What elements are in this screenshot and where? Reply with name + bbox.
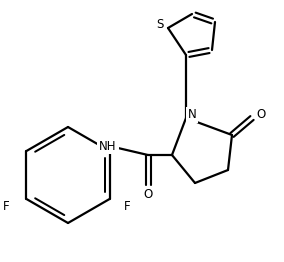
Text: N: N xyxy=(188,108,196,122)
Text: S: S xyxy=(156,19,164,31)
Text: NH: NH xyxy=(99,139,117,152)
Text: F: F xyxy=(124,200,131,214)
Text: O: O xyxy=(256,108,266,122)
Text: O: O xyxy=(143,188,153,201)
Text: F: F xyxy=(3,200,10,214)
